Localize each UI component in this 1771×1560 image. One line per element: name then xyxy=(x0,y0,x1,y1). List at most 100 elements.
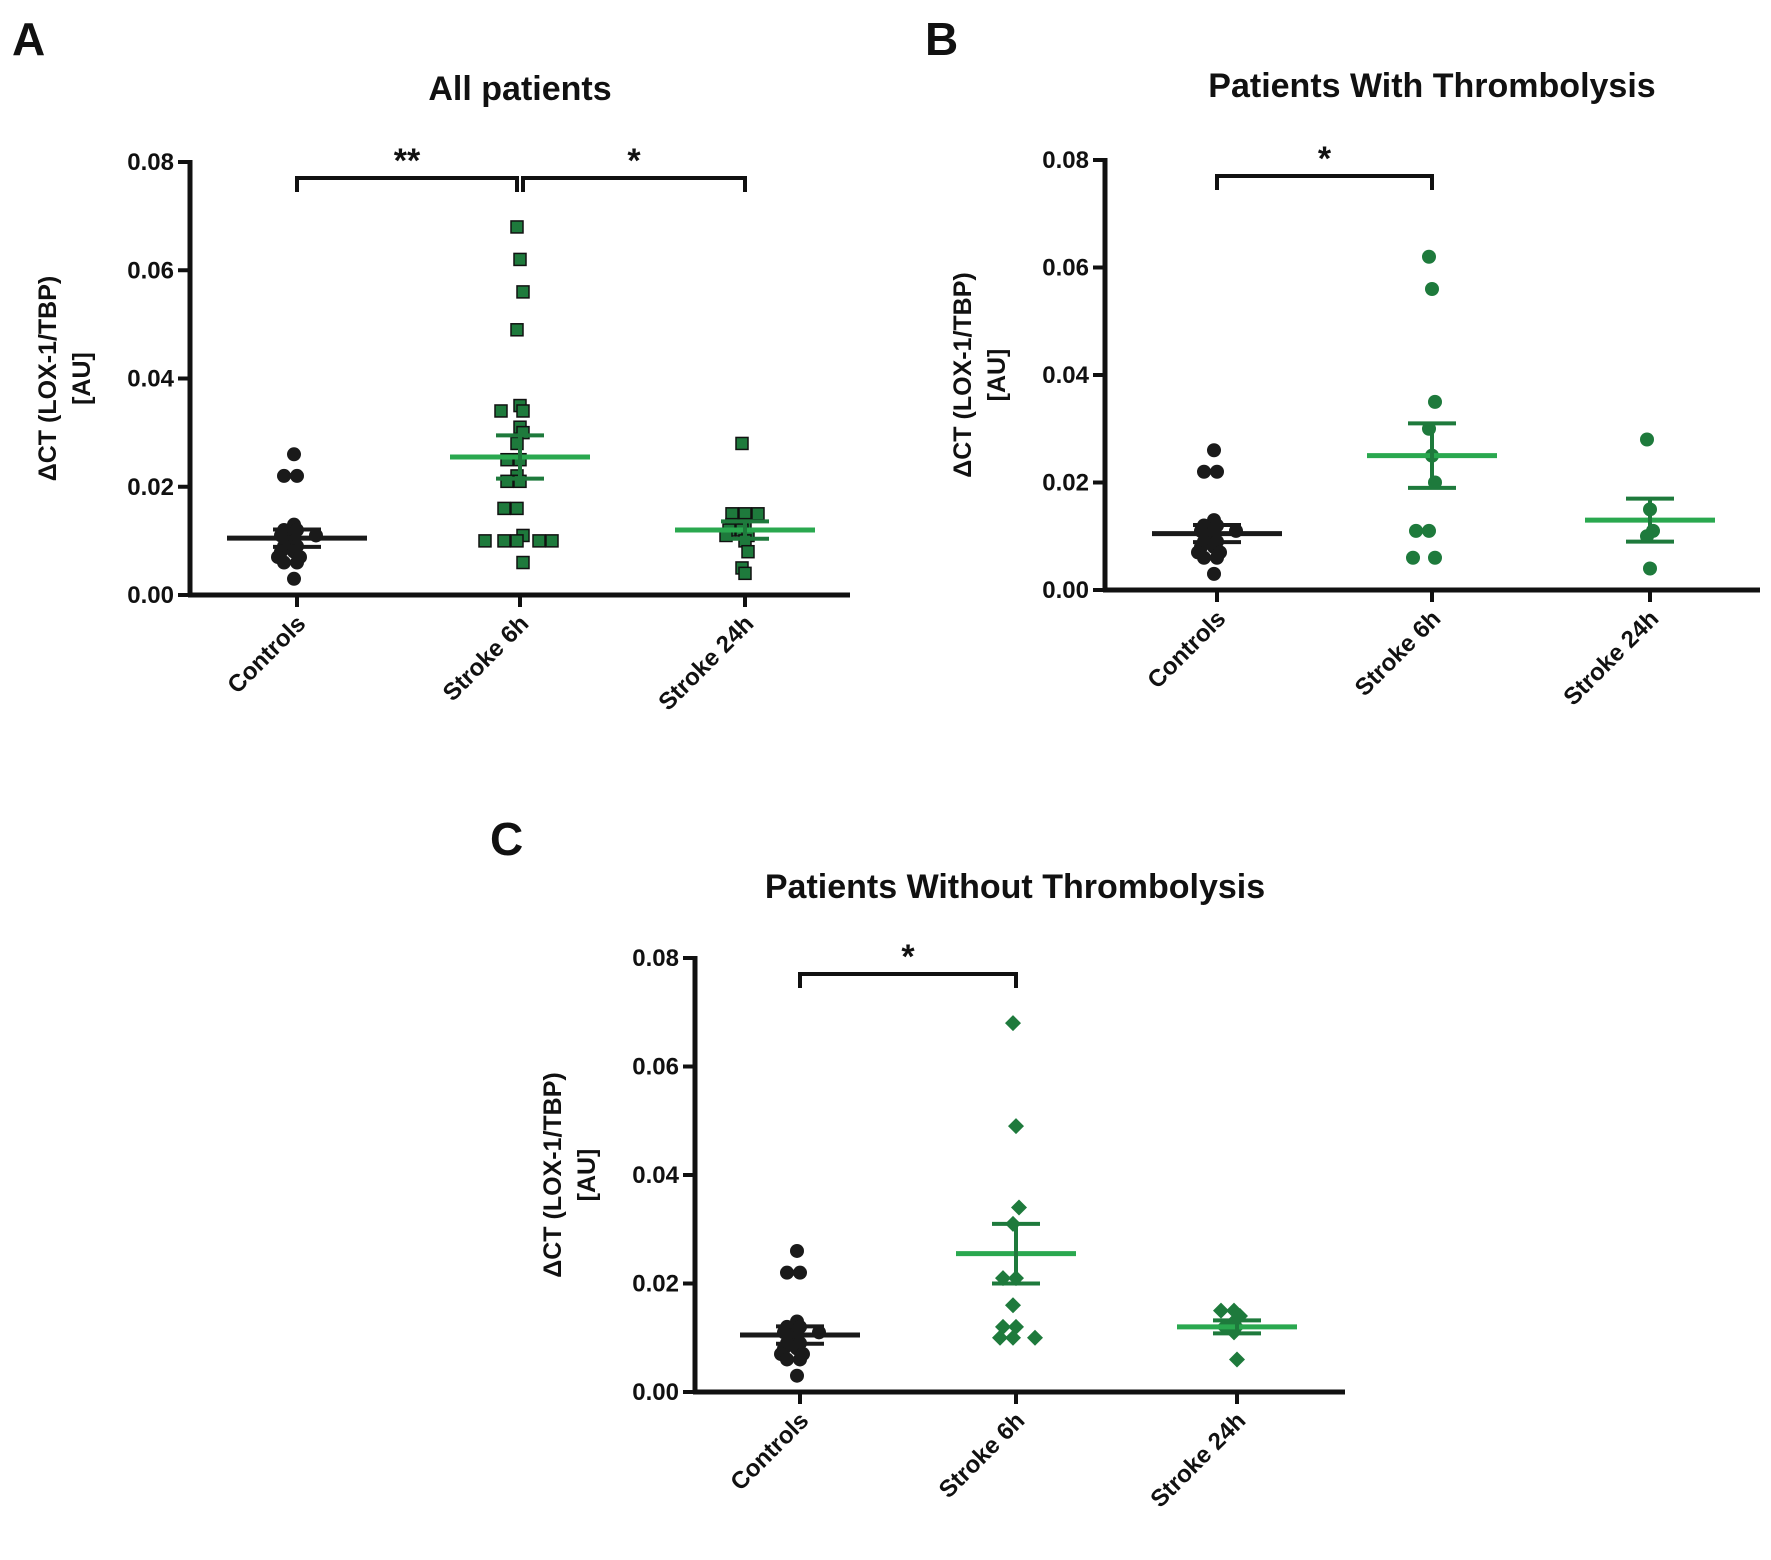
data-point xyxy=(1005,1329,1021,1346)
data-point xyxy=(1229,1351,1245,1368)
y-axis-label-line: [AU] xyxy=(68,352,96,405)
data-point xyxy=(510,220,524,234)
data-point xyxy=(494,404,508,418)
data-point xyxy=(992,1329,1008,1346)
y-tick-label: 0.00 xyxy=(632,1379,679,1406)
y-tick-label: 0.08 xyxy=(127,149,174,176)
data-point xyxy=(1207,443,1221,458)
x-tick-label: Stroke 24h xyxy=(1558,605,1664,711)
y-axis-label-line: ΔCT (LOX-1/TBP) xyxy=(949,272,977,477)
y-tick-label: 0.08 xyxy=(632,945,679,972)
data-point xyxy=(1406,550,1420,565)
data-point xyxy=(510,534,524,548)
data-point xyxy=(1005,1015,1021,1032)
significance-label: * xyxy=(901,938,915,976)
y-tick-label: 0.06 xyxy=(127,257,174,284)
y-tick-label: 0.02 xyxy=(127,474,174,501)
data-point xyxy=(516,555,530,570)
y-axis-label-line: [AU] xyxy=(983,349,1011,402)
data-point xyxy=(1207,566,1221,581)
y-tick-label: 0.04 xyxy=(632,1162,679,1189)
y-axis-label-line: [AU] xyxy=(573,1149,601,1202)
data-point xyxy=(1428,550,1442,565)
panel-title: Patients Without Thrombolysis xyxy=(765,868,1265,906)
y-tick-label: 0.06 xyxy=(632,1054,679,1081)
data-point xyxy=(516,285,530,299)
data-point xyxy=(1643,561,1657,576)
data-point xyxy=(780,1352,794,1367)
data-point xyxy=(1422,523,1436,538)
x-tick-label: Stroke 6h xyxy=(438,610,534,706)
data-point xyxy=(1409,523,1423,538)
y-tick-label: 0.00 xyxy=(127,582,174,609)
significance-label: ** xyxy=(394,142,421,180)
x-tick-label: Stroke 6h xyxy=(934,1407,1030,1503)
x-tick-label: Controls xyxy=(222,610,311,699)
significance-label: * xyxy=(627,142,641,180)
data-point xyxy=(516,404,530,418)
data-point xyxy=(1210,464,1224,479)
data-point xyxy=(790,1243,804,1258)
y-axis-label: ΔCT (LOX-1/TBP) [AU] xyxy=(539,1072,601,1277)
data-point xyxy=(290,468,304,483)
x-tick-label: Stroke 6h xyxy=(1350,605,1446,701)
significance-bracket xyxy=(295,176,519,192)
panel-title: All patients xyxy=(428,70,611,108)
y-tick-label: 0.08 xyxy=(1042,147,1089,174)
y-tick-label: 0.02 xyxy=(1042,470,1089,497)
y-axis-label-line: ΔCT (LOX-1/TBP) xyxy=(539,1072,567,1277)
data-point xyxy=(497,534,511,548)
data-point xyxy=(1425,282,1439,296)
data-point xyxy=(1213,1302,1229,1319)
data-point xyxy=(545,534,559,548)
data-point xyxy=(513,252,527,267)
data-point xyxy=(738,566,752,581)
significance-bracket xyxy=(521,176,747,192)
data-point xyxy=(290,555,304,570)
y-tick-label: 0.04 xyxy=(1042,362,1089,389)
significance-bracket xyxy=(1215,174,1434,190)
data-point xyxy=(741,544,755,559)
data-point xyxy=(287,447,301,462)
data-point xyxy=(497,501,511,516)
y-tick-label: 0.04 xyxy=(127,366,174,393)
data-point xyxy=(277,468,291,483)
y-tick-label: 0.02 xyxy=(632,1271,679,1298)
panel-letter: A xyxy=(12,13,45,65)
data-point xyxy=(1008,1118,1024,1135)
y-tick-label: 0.06 xyxy=(1042,255,1089,282)
data-point xyxy=(287,571,301,586)
data-point xyxy=(1197,464,1211,479)
data-point xyxy=(790,1368,804,1383)
x-tick-label: Stroke 24h xyxy=(1145,1407,1251,1513)
data-point xyxy=(1197,550,1211,565)
data-point xyxy=(532,534,546,548)
panel-title: Patients With Thrombolysis xyxy=(1208,67,1655,105)
data-point xyxy=(510,501,524,516)
data-point xyxy=(1640,432,1654,447)
y-axis-label-line: ΔCT (LOX-1/TBP) xyxy=(34,276,62,481)
significance-label: * xyxy=(1318,140,1332,178)
y-axis-label: ΔCT (LOX-1/TBP) [AU] xyxy=(949,272,1011,477)
y-axis-label: ΔCT (LOX-1/TBP) [AU] xyxy=(34,276,96,481)
x-tick-label: Stroke 24h xyxy=(653,610,759,716)
data-point xyxy=(1210,550,1224,565)
data-point xyxy=(478,534,492,548)
data-point xyxy=(1428,394,1442,409)
data-point xyxy=(793,1352,807,1367)
significance-bracket xyxy=(798,972,1018,988)
y-tick-label: 0.00 xyxy=(1042,577,1089,604)
data-point xyxy=(735,436,749,451)
data-point xyxy=(1027,1329,1043,1346)
data-point xyxy=(751,507,765,521)
data-point xyxy=(1005,1297,1021,1314)
x-tick-label: Controls xyxy=(725,1407,814,1496)
data-point xyxy=(277,555,291,570)
x-tick-label: Controls xyxy=(1142,605,1231,694)
data-point xyxy=(1422,249,1436,264)
data-point xyxy=(510,323,524,337)
panel-letter: B xyxy=(925,13,958,65)
panel-letter: C xyxy=(490,813,523,865)
data-point xyxy=(1011,1199,1027,1216)
